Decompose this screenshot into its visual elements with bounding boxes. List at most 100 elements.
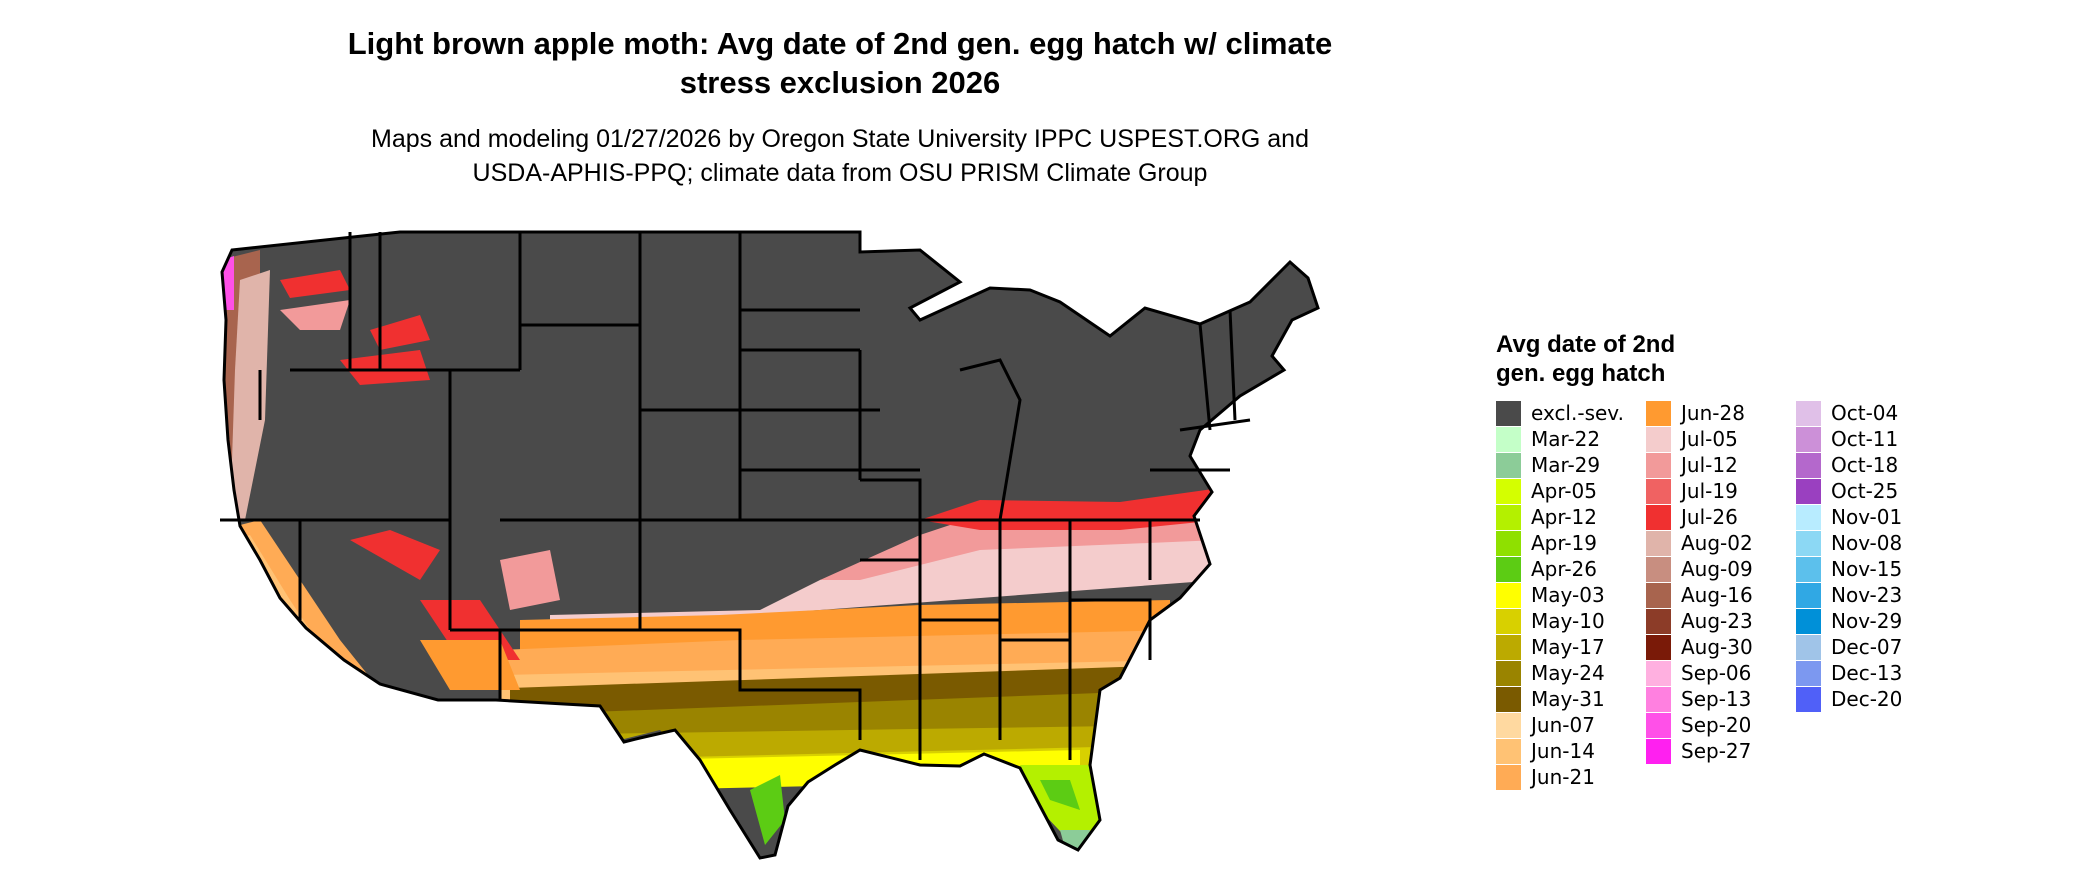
legend-item: Oct-25 bbox=[1796, 478, 1946, 504]
legend: Avg date of 2nd gen. egg hatch excl.-sev… bbox=[1496, 330, 1976, 790]
legend-item: Jun-14 bbox=[1496, 738, 1646, 764]
legend-item: Mar-29 bbox=[1496, 452, 1646, 478]
legend-title: Avg date of 2nd gen. egg hatch bbox=[1496, 330, 1976, 388]
legend-swatch bbox=[1496, 478, 1521, 504]
legend-swatch bbox=[1496, 556, 1521, 582]
legend-item: Aug-02 bbox=[1646, 530, 1796, 556]
legend-label: Jul-05 bbox=[1681, 427, 1738, 451]
legend-item: Dec-13 bbox=[1796, 660, 1946, 686]
legend-item: Sep-06 bbox=[1646, 660, 1796, 686]
legend-swatch bbox=[1496, 582, 1521, 608]
legend-item: Sep-27 bbox=[1646, 738, 1796, 764]
map-subtitle-line2: USDA-APHIS-PPQ; climate data from OSU PR… bbox=[472, 159, 1208, 187]
legend-label: Aug-30 bbox=[1681, 635, 1753, 659]
legend-swatch bbox=[1496, 764, 1521, 790]
legend-label: Aug-09 bbox=[1681, 557, 1753, 581]
legend-swatch bbox=[1796, 478, 1821, 504]
zone-jun-28-arizona bbox=[420, 640, 520, 690]
legend-item: May-10 bbox=[1496, 608, 1646, 634]
legend-item: Aug-30 bbox=[1646, 634, 1796, 660]
legend-item: Nov-08 bbox=[1796, 530, 1946, 556]
legend-item: Dec-07 bbox=[1796, 634, 1946, 660]
legend-swatch bbox=[1646, 452, 1671, 478]
us-map bbox=[220, 230, 1320, 860]
legend-swatch bbox=[1646, 504, 1671, 530]
legend-item: Nov-23 bbox=[1796, 582, 1946, 608]
legend-title-line1: Avg date of 2nd bbox=[1496, 331, 1676, 358]
legend-label: Oct-25 bbox=[1831, 479, 1899, 503]
legend-swatch bbox=[1796, 582, 1821, 608]
state-borders bbox=[220, 230, 1320, 860]
legend-label: Oct-18 bbox=[1831, 453, 1899, 477]
legend-swatch bbox=[1496, 452, 1521, 478]
legend-swatch bbox=[1796, 660, 1821, 686]
legend-label: Jul-26 bbox=[1681, 505, 1738, 529]
legend-item: Dec-20 bbox=[1796, 686, 1946, 712]
legend-item: Nov-15 bbox=[1796, 556, 1946, 582]
zone-jul-26-great-basin bbox=[350, 530, 440, 580]
legend-item: Jul-26 bbox=[1646, 504, 1796, 530]
legend-columns: excl.-sev. Mar-22 Mar-29 Apr-05 Apr-12 Apr-19… bbox=[1496, 400, 1976, 790]
legend-swatch bbox=[1496, 400, 1521, 426]
legend-label: Jun-07 bbox=[1531, 713, 1595, 737]
legend-item: excl.-sev. bbox=[1496, 400, 1646, 426]
legend-swatch bbox=[1646, 660, 1671, 686]
legend-swatch bbox=[1646, 738, 1671, 764]
map-title-line1: Light brown apple moth: Avg date of 2nd … bbox=[347, 26, 1333, 61]
legend-label: May-03 bbox=[1531, 583, 1605, 607]
legend-item: Apr-12 bbox=[1496, 504, 1646, 530]
legend-item: Apr-19 bbox=[1496, 530, 1646, 556]
legend-swatch bbox=[1646, 400, 1671, 426]
legend-swatch bbox=[1496, 738, 1521, 764]
legend-label: Oct-11 bbox=[1831, 427, 1899, 451]
legend-label: Dec-13 bbox=[1831, 661, 1903, 685]
legend-item: Nov-29 bbox=[1796, 608, 1946, 634]
zone-aug-02-coast bbox=[230, 270, 270, 520]
legend-item: May-17 bbox=[1496, 634, 1646, 660]
legend-label: Nov-01 bbox=[1831, 505, 1903, 529]
legend-label: Jul-12 bbox=[1681, 453, 1738, 477]
legend-item: Oct-04 bbox=[1796, 400, 1946, 426]
legend-label: Dec-20 bbox=[1831, 687, 1903, 711]
legend-label: Aug-16 bbox=[1681, 583, 1753, 607]
legend-item: Aug-23 bbox=[1646, 608, 1796, 634]
legend-item: Apr-05 bbox=[1496, 478, 1646, 504]
legend-label: May-24 bbox=[1531, 661, 1605, 685]
legend-label: Jun-28 bbox=[1681, 401, 1745, 425]
legend-label: Nov-23 bbox=[1831, 583, 1903, 607]
legend-label: Jul-19 bbox=[1681, 479, 1738, 503]
legend-swatch bbox=[1496, 712, 1521, 738]
legend-swatch bbox=[1796, 608, 1821, 634]
map-subtitle-line1: Maps and modeling 01/27/2026 by Oregon S… bbox=[371, 125, 1309, 153]
legend-column: Jun-28 Jul-05 Jul-12 Jul-19 Jul-26 Aug-02 Aug-… bbox=[1646, 400, 1796, 790]
legend-label: Nov-08 bbox=[1831, 531, 1903, 555]
legend-swatch bbox=[1646, 530, 1671, 556]
legend-item: Sep-20 bbox=[1646, 712, 1796, 738]
legend-swatch bbox=[1646, 582, 1671, 608]
legend-item: Nov-01 bbox=[1796, 504, 1946, 530]
legend-swatch bbox=[1496, 660, 1521, 686]
legend-swatch bbox=[1796, 504, 1821, 530]
legend-swatch bbox=[1646, 608, 1671, 634]
legend-label: Aug-02 bbox=[1681, 531, 1753, 555]
legend-item: May-03 bbox=[1496, 582, 1646, 608]
zone-apr-12-florida bbox=[1020, 765, 1100, 850]
legend-label: Dec-07 bbox=[1831, 635, 1903, 659]
legend-label: Aug-23 bbox=[1681, 609, 1753, 633]
legend-swatch bbox=[1496, 608, 1521, 634]
zone-apr-26-texas bbox=[750, 775, 785, 845]
zone-jul-12-northwest bbox=[280, 300, 350, 330]
legend-item: Jun-07 bbox=[1496, 712, 1646, 738]
legend-label: Apr-05 bbox=[1531, 479, 1597, 503]
legend-label: Sep-13 bbox=[1681, 687, 1752, 711]
zone-apr-26-florida bbox=[1040, 780, 1080, 810]
legend-label: Sep-27 bbox=[1681, 739, 1752, 763]
legend-swatch bbox=[1796, 530, 1821, 556]
zone-jul-26-idaho bbox=[340, 350, 430, 385]
legend-label: Mar-22 bbox=[1531, 427, 1601, 451]
legend-label: Apr-26 bbox=[1531, 557, 1597, 581]
legend-swatch bbox=[1796, 686, 1821, 712]
legend-item: Jun-21 bbox=[1496, 764, 1646, 790]
legend-item: May-24 bbox=[1496, 660, 1646, 686]
legend-item: May-31 bbox=[1496, 686, 1646, 712]
